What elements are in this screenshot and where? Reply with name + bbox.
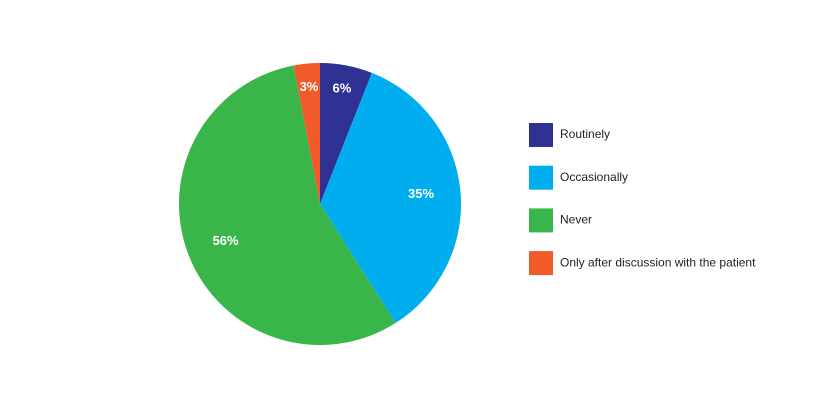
pie-slice [320, 63, 372, 204]
pie-slice [293, 63, 320, 204]
legend-swatch [529, 251, 553, 276]
data-label: 35% [408, 186, 434, 201]
legend-label: Occasionally [560, 170, 628, 184]
data-label: 3% [300, 79, 319, 94]
legend-swatch [529, 208, 553, 233]
legend-label: Never [560, 213, 592, 227]
pie-slice [320, 72, 461, 324]
data-label: 56% [213, 233, 239, 248]
legend-swatch [529, 123, 553, 147]
legend-swatch [529, 165, 553, 190]
legend-label: Routinely [560, 127, 610, 141]
pie-slice [178, 65, 396, 346]
data-label: 6% [333, 80, 352, 95]
legend-label: Only after discussion with the patient [560, 255, 756, 269]
